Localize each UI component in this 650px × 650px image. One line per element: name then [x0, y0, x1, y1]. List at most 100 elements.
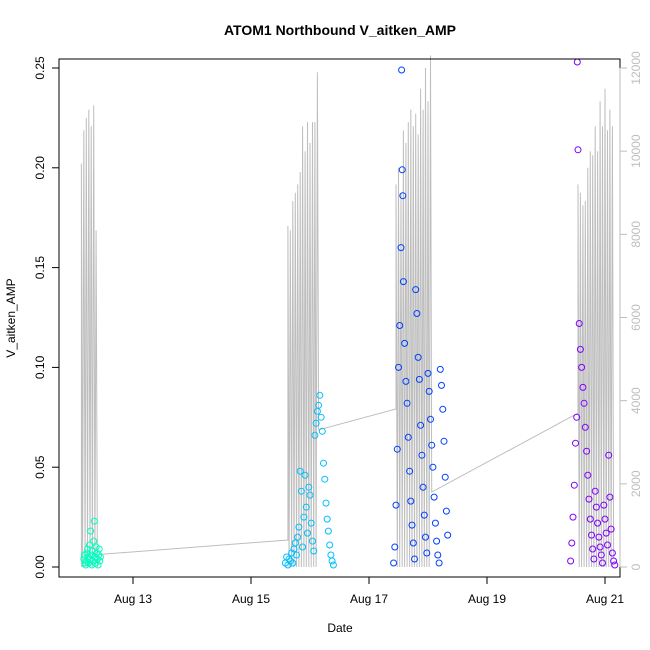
data-point-s1-34 [323, 515, 331, 523]
x-axis-label: Date [327, 621, 353, 635]
y2-tick-label-1: 2000 [629, 470, 643, 497]
data-point-s1-6 [289, 559, 297, 567]
data-point-s1-28 [316, 391, 324, 399]
data-point-s3-31 [604, 541, 611, 549]
data-point-s2-37 [433, 537, 441, 545]
data-point-s3-1 [568, 539, 576, 547]
data-point-s2-39 [435, 559, 443, 567]
data-point-s3-26 [597, 551, 605, 559]
data-point-s2-31 [425, 387, 433, 395]
data-point-s1-24 [311, 431, 319, 439]
data-point-s2-3 [393, 445, 401, 453]
data-point-s0-26 [96, 557, 104, 565]
data-point-s2-35 [430, 493, 438, 501]
data-point-s3-35 [608, 549, 616, 557]
data-point-s3-21 [591, 487, 599, 495]
data-point-s0-9 [85, 541, 93, 549]
y2-series-line [80, 55, 615, 568]
data-point-s2-43 [440, 437, 448, 445]
data-point-s0-25 [95, 545, 103, 553]
data-point-s2-16 [407, 497, 415, 505]
data-point-s2-18 [409, 539, 417, 547]
data-point-s2-36 [431, 519, 439, 527]
data-point-s2-5 [396, 322, 404, 329]
data-point-s0-16 [90, 537, 98, 545]
data-point-s1-18 [304, 529, 311, 537]
data-point-s2-17 [408, 521, 416, 529]
data-point-s3-18 [588, 531, 595, 539]
data-point-s2-9 [399, 192, 407, 200]
data-point-s3-16 [585, 495, 593, 503]
data-point-s1-14 [299, 543, 307, 551]
data-point-s1-21 [307, 519, 315, 527]
data-point-s2-12 [402, 377, 410, 385]
x-tick-label-4: Aug 21 [586, 592, 624, 606]
data-point-s2-38 [434, 551, 442, 559]
data-point-s3-15 [584, 471, 592, 479]
y2-tick-label-5: 10000 [629, 134, 643, 168]
data-point-s1-13 [297, 487, 305, 495]
y2-tick-label-2: 4000 [629, 387, 643, 414]
data-point-s2-30 [424, 369, 432, 377]
y2-line-layer [80, 55, 615, 568]
data-point-s2-32 [427, 415, 434, 423]
y-tick-label-0: 0.00 [33, 555, 47, 579]
data-point-s3-13 [581, 423, 589, 431]
plot-frame [58, 58, 621, 578]
data-point-s3-34 [607, 525, 615, 533]
data-point-s3-22 [592, 503, 600, 511]
data-point-s3-6 [573, 58, 581, 66]
data-point-s2-15 [406, 467, 414, 475]
data-point-s2-6 [397, 244, 405, 252]
x-axis: Aug 13 Aug 15 Aug 17 Aug 19 Aug 21 [114, 576, 624, 606]
data-point-s2-28 [422, 533, 429, 541]
y-tick-label-1: 0.05 [33, 455, 47, 479]
data-point-s3-27 [599, 559, 606, 567]
data-point-s3-23 [594, 519, 602, 527]
y-tick-label-2: 0.10 [33, 355, 47, 379]
data-point-s3-28 [600, 501, 608, 509]
data-point-s3-14 [583, 447, 591, 455]
data-point-s1-9 [293, 551, 300, 559]
data-point-s3-12 [580, 399, 588, 407]
data-point-s1-36 [326, 541, 334, 549]
data-point-s0-27 [96, 553, 104, 561]
data-point-s2-23 [415, 375, 423, 383]
data-point-s3-33 [606, 493, 614, 501]
data-point-s1-38 [328, 557, 336, 565]
data-point-s2-7 [398, 66, 406, 74]
data-point-s1-17 [302, 503, 310, 511]
chart-title: ATOM1 Northbound V_aitken_AMP [224, 22, 456, 38]
data-point-s1-32 [321, 475, 329, 483]
x-tick-label-3: Aug 19 [468, 592, 506, 606]
data-point-s0-17 [90, 517, 98, 525]
data-point-s2-45 [442, 507, 450, 515]
data-point-s3-29 [601, 515, 609, 523]
data-point-s1-16 [301, 471, 309, 479]
data-point-s1-27 [315, 401, 323, 409]
data-point-s1-31 [320, 459, 327, 467]
data-point-s3-4 [572, 439, 579, 447]
y-tick-label-3: 0.15 [33, 256, 47, 280]
y2-tick-label-6: 12000 [629, 51, 643, 85]
y2-tick-label-4: 8000 [629, 221, 643, 248]
data-point-s3-36 [610, 557, 618, 565]
y-axis-label: V_aitken_AMP [4, 278, 18, 357]
data-point-s3-7 [574, 146, 582, 154]
data-point-s0-14 [88, 547, 96, 555]
data-point-s3-20 [590, 555, 598, 563]
data-point-s2-8 [398, 166, 406, 174]
data-point-s0-23 [94, 561, 102, 569]
data-point-s3-2 [569, 513, 577, 521]
data-point-s1-29 [317, 413, 325, 421]
data-point-s1-12 [296, 467, 304, 475]
data-point-s3-30 [602, 529, 610, 537]
x-tick-label-0: Aug 13 [114, 592, 152, 606]
data-point-s1-22 [309, 537, 316, 545]
data-point-s2-41 [438, 381, 445, 389]
data-point-s2-26 [419, 483, 427, 491]
data-point-s3-25 [596, 543, 604, 551]
data-point-s1-30 [318, 427, 326, 435]
data-point-s2-42 [439, 405, 447, 413]
data-point-s2-0 [390, 559, 398, 567]
